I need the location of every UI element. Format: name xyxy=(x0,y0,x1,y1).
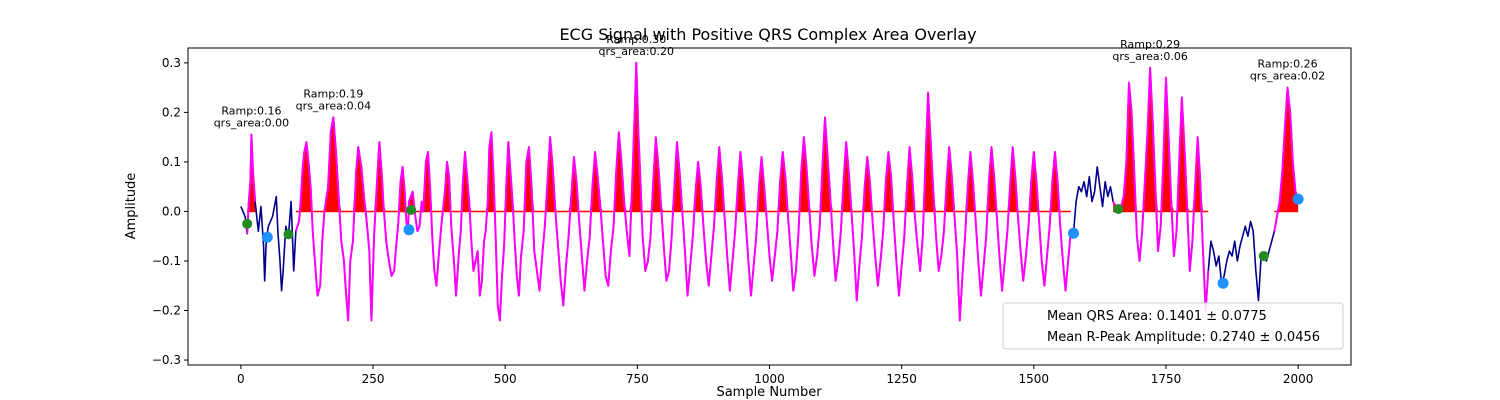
r-peak-marker-0 xyxy=(261,231,273,243)
qrs-segment-line-3 xyxy=(1273,86,1300,232)
legend-box xyxy=(1002,302,1344,350)
qrs-onset-marker-4 xyxy=(1258,251,1269,262)
chart-title: ECG Signal with Positive QRS Complex Are… xyxy=(559,25,976,44)
qrs-onset-marker-0 xyxy=(242,218,253,229)
marker-layer xyxy=(242,193,1304,289)
qrs-segment-line-0 xyxy=(246,133,257,234)
qrs-area-fill-2 xyxy=(1113,67,1209,212)
x-tick-label-2: 500 xyxy=(494,372,517,386)
x-tick-label-3: 750 xyxy=(626,372,649,386)
peak-annotation-2-line-1: qrs_area:0.20 xyxy=(599,45,674,58)
peak-annotation-4-line-0: Ramp:0.26 xyxy=(1258,58,1318,71)
peak-annotation-1-line-0: Ramp:0.19 xyxy=(303,87,363,100)
y-axis-label: Amplitude xyxy=(124,173,139,240)
qrs-area-fill-layer xyxy=(247,62,1299,213)
qrs-area-fill-3 xyxy=(1274,87,1299,212)
peak-annotation-1-line-1: qrs_area:0.04 xyxy=(296,99,371,112)
y-tick-label-2: −0.1 xyxy=(152,254,181,268)
x-tick-label-6: 1500 xyxy=(1019,372,1050,386)
qrs-onset-marker-1 xyxy=(283,229,294,240)
r-peak-marker-3 xyxy=(1217,277,1229,289)
legend-item-qrs-area: Mean QRS Area: 0.1401 ± 0.0775 xyxy=(1047,309,1267,324)
x-tick-label-1: 250 xyxy=(362,372,385,386)
peak-annotation-2-line-0: Ramp:0.30 xyxy=(606,33,666,46)
peak-annotation-0-line-0: Ramp:0.16 xyxy=(221,105,281,118)
y-tick-label-5: 0.2 xyxy=(162,105,181,119)
qrs-area-fill-1 xyxy=(295,62,1071,212)
peak-annotation-3-line-1: qrs_area:0.06 xyxy=(1112,50,1187,63)
x-axis-ticks: 0 250 500 750 1000 1250 1500 1750 2000 xyxy=(237,365,1313,386)
x-axis-label: Sample Number xyxy=(716,385,822,400)
x-tick-label-4: 1000 xyxy=(754,372,785,386)
r-peak-marker-1 xyxy=(403,224,415,236)
x-tick-label-8: 2000 xyxy=(1283,372,1314,386)
r-peak-marker-4 xyxy=(1292,193,1304,205)
qrs-segment-line-2 xyxy=(1112,66,1210,312)
qrs-segment-layer xyxy=(246,61,1300,322)
x-tick-label-0: 0 xyxy=(237,372,245,386)
x-tick-label-5: 1250 xyxy=(886,372,917,386)
y-tick-label-4: 0.1 xyxy=(162,155,181,169)
y-tick-label-6: 0.3 xyxy=(162,56,181,70)
r-peak-marker-2 xyxy=(1067,227,1079,239)
x-tick-label-7: 1750 xyxy=(1151,372,1182,386)
qrs-onset-marker-2 xyxy=(406,204,417,215)
legend-item-r-peak-amplitude: Mean R-Peak Amplitude: 0.2740 ± 0.0456 xyxy=(1047,330,1320,345)
y-tick-label-1: −0.2 xyxy=(152,304,181,318)
legend: Mean QRS Area: 0.1401 ± 0.0775 Mean R-Pe… xyxy=(1002,302,1344,350)
qrs-onset-marker-3 xyxy=(1113,203,1124,214)
peak-annotation-4-line-1: qrs_area:0.02 xyxy=(1250,70,1325,83)
y-axis-ticks: −0.3 −0.2 −0.1 0.0 0.1 0.2 0.3 xyxy=(152,56,188,367)
plot-area: Ramp:0.16qrs_area:0.00Ramp:0.19qrs_area:… xyxy=(214,33,1325,322)
peak-annotation-0-line-1: qrs_area:0.00 xyxy=(214,117,289,130)
qrs-segment-line-1 xyxy=(294,61,1072,322)
y-tick-label-0: −0.3 xyxy=(152,353,181,367)
y-tick-label-3: 0.0 xyxy=(162,204,181,218)
